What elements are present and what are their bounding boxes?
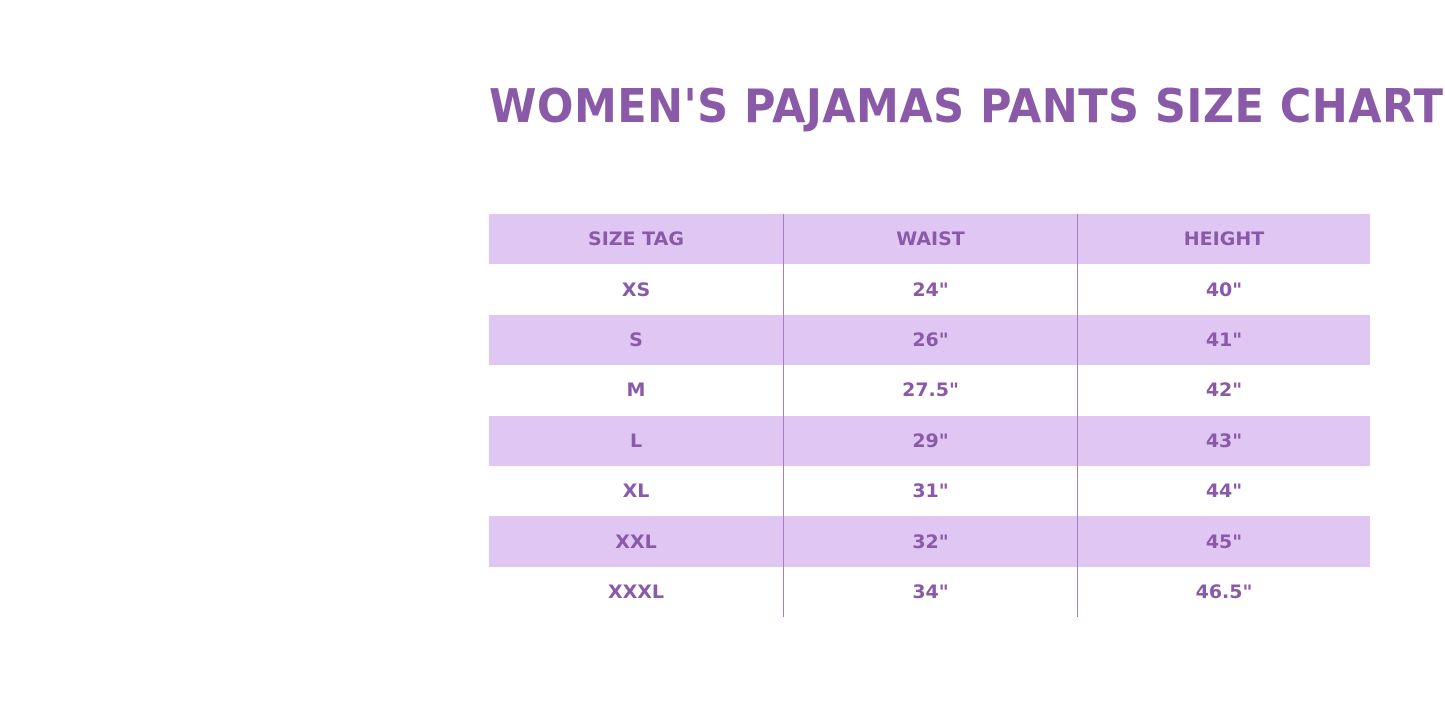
page-title: WOMEN'S PAJAMAS PANTS SIZE CHART (489, 79, 1444, 133)
table-row: M 27.5" 42" (489, 365, 1370, 416)
cell-waist: 29" (783, 415, 1077, 466)
table-row: XL 31" 44" (489, 465, 1370, 517)
cell-height: 43" (1077, 415, 1370, 466)
cell-size-tag: XXXL (607, 580, 665, 603)
cell-size-tag: S (629, 328, 643, 351)
table-row: S 26" 41" (489, 314, 1370, 366)
cell-height: 44" (1077, 465, 1370, 517)
cell-height: 46.5" (1077, 566, 1370, 618)
cell-size-tag: XXL (615, 530, 657, 553)
cell-waist: 24" (783, 264, 1077, 315)
table-row: XXL 32" 45" (489, 516, 1370, 567)
table-row: L 29" 43" (489, 415, 1370, 466)
cell-size-tag: M (626, 379, 646, 402)
cell-size-tag: L (629, 429, 643, 452)
table-row: XXXL 34" 46.5" (489, 566, 1370, 618)
cell-waist: 32" (783, 516, 1077, 567)
cell-waist: 34" (783, 566, 1077, 618)
cell-size-tag: XS (621, 278, 651, 301)
header-size-tag: SIZE TAG (588, 228, 684, 251)
header-waist: WAIST (783, 214, 1077, 265)
size-table: SIZE TAG WAIST HEIGHT XS 24" 40" S 26" 41" M 27… (489, 214, 1370, 618)
cell-waist: 26" (783, 314, 1077, 366)
cell-height: 42" (1077, 365, 1370, 416)
cell-height: 40" (1077, 264, 1370, 315)
table-row: XS 24" 40" (489, 264, 1370, 315)
cell-height: 45" (1077, 516, 1370, 567)
cell-height: 41" (1077, 314, 1370, 366)
table-header-row: SIZE TAG WAIST HEIGHT (489, 214, 1370, 265)
cell-waist: 27.5" (783, 365, 1077, 416)
cell-size-tag: XL (622, 480, 650, 503)
cell-waist: 31" (783, 465, 1077, 517)
header-height: HEIGHT (1077, 214, 1370, 265)
